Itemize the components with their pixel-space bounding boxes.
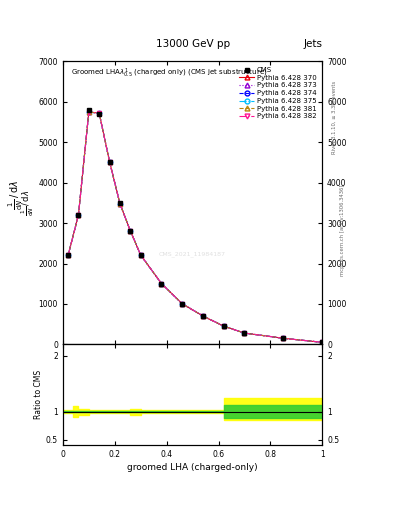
Text: 13000 GeV pp: 13000 GeV pp	[156, 38, 230, 49]
Legend: CMS, Pythia 6.428 370, Pythia 6.428 373, Pythia 6.428 374, Pythia 6.428 375, Pyt: CMS, Pythia 6.428 370, Pythia 6.428 373,…	[237, 65, 319, 121]
Text: Jets: Jets	[303, 38, 322, 49]
Text: Rivet 3.1.10, ≥ 3.3M events: Rivet 3.1.10, ≥ 3.3M events	[332, 81, 337, 155]
Y-axis label: Ratio to CMS: Ratio to CMS	[34, 370, 43, 419]
Text: Groomed LHA$\lambda^{1}_{0.5}$ (charged only) (CMS jet substructure): Groomed LHA$\lambda^{1}_{0.5}$ (charged …	[71, 67, 267, 80]
Text: CMS_2021_11984187: CMS_2021_11984187	[159, 251, 226, 257]
Text: $\frac{1}{\mathrm{d}N}\,/\,\mathrm{d}\lambda$: $\frac{1}{\mathrm{d}N}\,/\,\mathrm{d}\la…	[7, 180, 25, 209]
Y-axis label: $\frac{1}{\mathrm{d}N}\,/\,\mathrm{d}\lambda$: $\frac{1}{\mathrm{d}N}\,/\,\mathrm{d}\la…	[19, 190, 36, 216]
X-axis label: groomed LHA (charged-only): groomed LHA (charged-only)	[127, 463, 258, 473]
Text: mcplots.cern.ch [arXiv:1306.3436]: mcplots.cern.ch [arXiv:1306.3436]	[340, 185, 345, 276]
